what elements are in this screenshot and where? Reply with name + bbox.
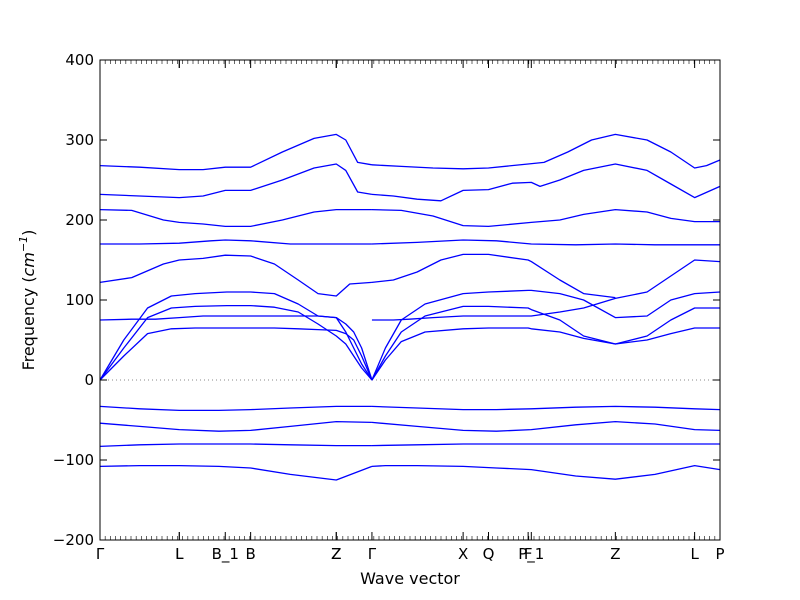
xtick-label: B_1 — [212, 545, 239, 564]
ytick-label: 400 — [65, 51, 94, 69]
band-line-7 — [99, 208, 372, 228]
band-line-14 — [371, 327, 720, 381]
xtick-label: B — [245, 545, 255, 563]
y-axis-title-exponent: −1 — [17, 236, 30, 252]
band-line-17 — [371, 259, 721, 321]
ytick-label: 300 — [65, 131, 94, 149]
plot-area — [99, 133, 721, 481]
x-axis-title: Wave vector — [360, 569, 460, 588]
band-line-18 — [371, 253, 616, 299]
xtick-label: Γ — [96, 545, 105, 563]
band-line-11 — [99, 420, 372, 432]
y-axis-title-close: ) — [19, 230, 38, 236]
y-axis-title: Frequency (cm−1) — [17, 230, 38, 371]
xtick-label: X — [458, 545, 468, 563]
xtick-label: Z — [331, 545, 341, 563]
band-line-13 — [99, 464, 373, 481]
band-line-10 — [99, 405, 372, 412]
band-line-5 — [99, 254, 372, 297]
band-line-12 — [99, 443, 372, 448]
xtick-label: L — [175, 545, 184, 563]
band-line-15 — [371, 305, 720, 381]
band-line-20 — [371, 208, 720, 228]
ytick-label: 200 — [65, 211, 94, 229]
band-line-25 — [371, 443, 720, 447]
ytick-label: −100 — [53, 451, 94, 469]
series-lines — [99, 133, 721, 481]
ytick-label: 0 — [84, 371, 94, 389]
band-line-26 — [371, 464, 721, 480]
xtick-label: L — [175, 545, 184, 563]
band-line-22 — [371, 133, 721, 170]
band-line-3 — [99, 304, 373, 381]
ytick-label: −200 — [53, 531, 94, 549]
plot-frame — [99, 59, 721, 541]
band-line-1 — [99, 315, 373, 381]
band-line-24 — [371, 420, 721, 432]
band-line-23 — [371, 405, 721, 411]
band-line-6 — [100, 239, 372, 245]
xtick-label: P — [715, 545, 724, 563]
xtick-label: Z — [331, 545, 341, 563]
ytick-label: 100 — [65, 291, 94, 309]
band-line-2 — [99, 327, 373, 381]
xtick-label: L — [690, 545, 699, 563]
band-line-8 — [99, 163, 373, 199]
band-line-9 — [99, 133, 373, 171]
x-tick-labels: Γ LL B_1 B ZZ Γ X Q FP_1 Z L P — [96, 545, 725, 564]
xtick-label: Z — [610, 545, 620, 563]
xtick-label: Q — [483, 545, 495, 563]
xtick-label: F — [524, 545, 533, 563]
band-line-16 — [371, 289, 721, 381]
band-line-4 — [99, 291, 373, 381]
xtick-label: P_1 — [518, 545, 544, 564]
y-tick-labels: −200 −100 0 100 200 300 400 — [53, 51, 94, 549]
y-axis-title-unit: cm — [19, 252, 38, 276]
xtick-label: Γ — [368, 545, 377, 563]
band-line-19 — [371, 239, 720, 246]
band-line-21 — [371, 163, 721, 202]
y-axis-title-text: Frequency ( — [19, 276, 38, 370]
